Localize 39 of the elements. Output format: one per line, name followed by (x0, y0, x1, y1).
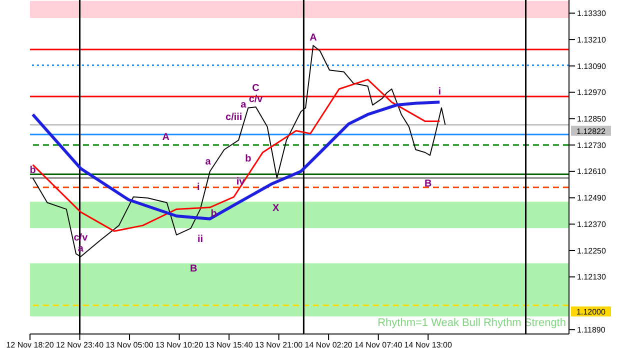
annotation: i (197, 182, 200, 194)
x-tick-label: 13 Nov 15:40 (205, 340, 254, 350)
annotation: ii (198, 234, 204, 246)
y-tick-label: 1.12610 (577, 167, 606, 176)
annotation: Rhythm=1 Weak Bull Rhythm Strength (378, 317, 566, 329)
annotation: a (205, 156, 212, 168)
y-tick-label: 1.13090 (577, 62, 606, 71)
annotation: B (190, 264, 198, 275)
x-tick-label: 14 Nov 07:40 (354, 340, 403, 350)
annotation: A (310, 32, 317, 44)
annotation: b (245, 154, 252, 165)
y-tick-label: 1.12730 (577, 140, 606, 150)
ref-line-label: 1.12000 (576, 307, 606, 316)
x-tick-label: 12 Nov 18:20 (6, 340, 54, 350)
y-tick-label: 1.12370 (577, 220, 606, 229)
y-tick-label: 1.13210 (577, 35, 606, 44)
annotation: B (424, 178, 432, 190)
y-tick-label: 1.12970 (577, 88, 606, 98)
ref-line-label: 1.12822 (576, 126, 606, 136)
annotation: C (252, 83, 260, 94)
annotation: i (438, 86, 442, 98)
y-tick-label: 1.12130 (577, 272, 606, 282)
x-tick-label: 14 Nov 13:00 (404, 340, 452, 350)
annotation: A (162, 132, 170, 144)
x-tick-label: 13 Nov 21:00 (255, 340, 304, 350)
y-tick-label: 1.12250 (577, 246, 606, 256)
annotation: a (240, 100, 247, 111)
y-tick-label: 1.12490 (577, 194, 606, 203)
y-tick-label: 1.12850 (577, 114, 606, 124)
x-tick-label: 13 Nov 10:20 (155, 340, 204, 350)
x-tick-label: 13 Nov 05:00 (106, 340, 154, 350)
annotation: b (30, 164, 36, 176)
y-tick-label: 1.13330 (577, 9, 606, 18)
annotation: c/iii (226, 112, 242, 124)
x-tick-label: 14 Nov 02:20 (304, 340, 353, 350)
x-tick-label: 12 Nov 23:40 (56, 340, 104, 350)
annotation: X (272, 202, 280, 214)
annotation: c/v (248, 94, 264, 106)
y-tick-label: 1.11890 (577, 325, 606, 334)
